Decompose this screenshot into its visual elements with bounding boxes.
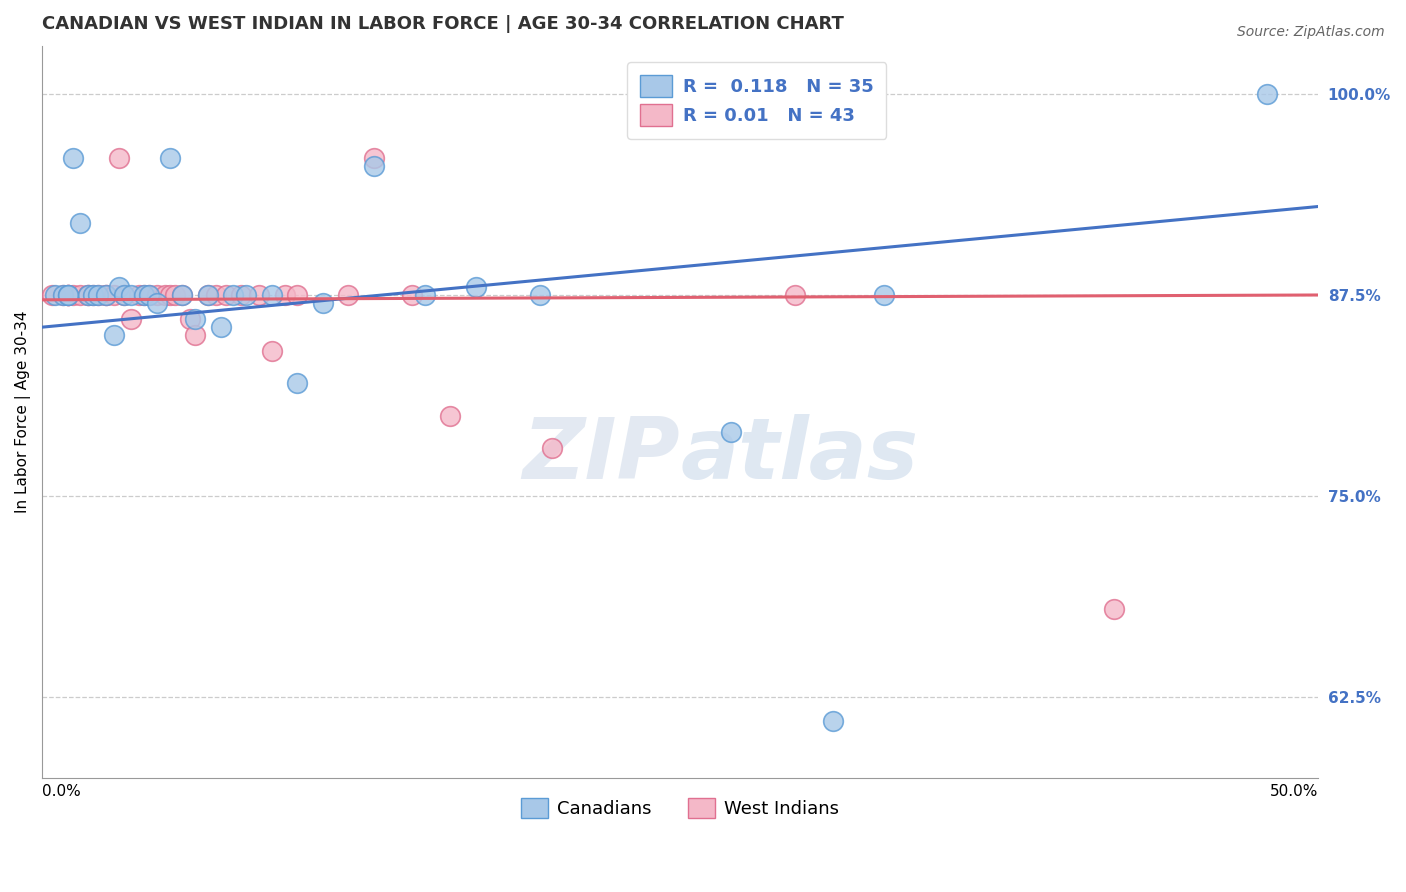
- Point: [77, 288, 100, 302]
- Point: [215, 288, 238, 302]
- Point: [56, 288, 79, 302]
- Legend: Canadians, West Indians: Canadians, West Indians: [512, 789, 848, 827]
- Text: Source: ZipAtlas.com: Source: ZipAtlas.com: [1237, 25, 1385, 39]
- Point: [138, 288, 160, 302]
- Y-axis label: In Labor Force | Age 30-34: In Labor Force | Age 30-34: [15, 310, 31, 513]
- Point: [94, 288, 117, 302]
- Point: [873, 288, 896, 302]
- Point: [529, 288, 551, 302]
- Point: [312, 296, 335, 310]
- Point: [112, 288, 135, 302]
- Point: [273, 288, 295, 302]
- Point: [77, 288, 100, 302]
- Point: [179, 312, 201, 326]
- Point: [134, 288, 156, 302]
- Point: [172, 288, 194, 302]
- Point: [260, 288, 283, 302]
- Point: [103, 288, 125, 302]
- Point: [197, 288, 219, 302]
- Point: [51, 288, 73, 302]
- Point: [51, 288, 73, 302]
- Point: [153, 288, 176, 302]
- Point: [823, 714, 845, 729]
- Point: [107, 151, 129, 165]
- Point: [247, 288, 270, 302]
- Text: ZIP: ZIP: [523, 414, 681, 497]
- Point: [541, 441, 564, 455]
- Point: [260, 344, 283, 359]
- Point: [69, 288, 91, 302]
- Point: [363, 159, 385, 173]
- Point: [69, 216, 91, 230]
- Text: CANADIAN VS WEST INDIAN IN LABOR FORCE | AGE 30-34 CORRELATION CHART: CANADIAN VS WEST INDIAN IN LABOR FORCE |…: [42, 15, 844, 33]
- Point: [56, 288, 79, 302]
- Point: [41, 288, 63, 302]
- Point: [413, 288, 436, 302]
- Point: [146, 296, 169, 310]
- Point: [184, 328, 207, 343]
- Text: 0.0%: 0.0%: [42, 784, 82, 799]
- Point: [146, 288, 169, 302]
- Point: [134, 288, 156, 302]
- Point: [56, 288, 79, 302]
- Point: [56, 288, 79, 302]
- Point: [1102, 601, 1125, 615]
- Point: [120, 288, 142, 302]
- Point: [783, 288, 806, 302]
- Point: [209, 320, 232, 334]
- Point: [172, 288, 194, 302]
- Point: [56, 288, 79, 302]
- Text: atlas: atlas: [681, 414, 918, 497]
- Point: [87, 288, 110, 302]
- Point: [112, 288, 135, 302]
- Point: [231, 288, 253, 302]
- Point: [94, 288, 117, 302]
- Point: [138, 288, 160, 302]
- Point: [197, 288, 219, 302]
- Point: [128, 288, 150, 302]
- Point: [82, 288, 104, 302]
- Point: [464, 280, 486, 294]
- Point: [107, 280, 129, 294]
- Point: [163, 288, 186, 302]
- Point: [285, 376, 308, 391]
- Point: [363, 151, 385, 165]
- Point: [184, 312, 207, 326]
- Point: [44, 288, 66, 302]
- Point: [159, 288, 181, 302]
- Point: [94, 288, 117, 302]
- Point: [1256, 87, 1278, 101]
- Point: [720, 425, 742, 439]
- Point: [337, 288, 360, 302]
- Point: [120, 312, 142, 326]
- Point: [204, 288, 226, 302]
- Point: [77, 288, 100, 302]
- Text: 50.0%: 50.0%: [1270, 784, 1317, 799]
- Point: [439, 409, 461, 423]
- Point: [222, 288, 245, 302]
- Point: [82, 288, 104, 302]
- Point: [56, 288, 79, 302]
- Point: [235, 288, 257, 302]
- Point: [103, 328, 125, 343]
- Point: [285, 288, 308, 302]
- Point: [62, 288, 84, 302]
- Point: [401, 288, 423, 302]
- Point: [159, 151, 181, 165]
- Point: [62, 151, 84, 165]
- Point: [87, 288, 110, 302]
